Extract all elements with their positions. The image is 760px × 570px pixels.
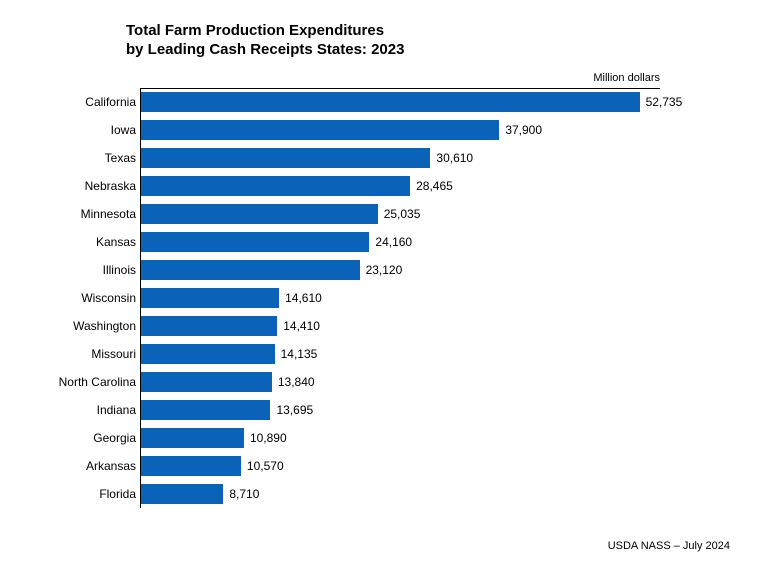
category-label: Arkansas: [0, 459, 140, 473]
bar: [141, 456, 241, 476]
bar-row: Indiana 13,695: [0, 396, 760, 424]
bar: [141, 372, 272, 392]
category-label: Nebraska: [0, 179, 140, 193]
bar: [141, 204, 378, 224]
value-label: 13,840: [278, 375, 315, 389]
category-label: Indiana: [0, 403, 140, 417]
category-label: California: [0, 95, 140, 109]
bar: [141, 176, 410, 196]
value-label: 10,890: [250, 431, 287, 445]
bar-row: Arkansas 10,570: [0, 452, 760, 480]
bar: [141, 148, 430, 168]
bar: [141, 316, 277, 336]
bar-row: Minnesota 25,035: [0, 200, 760, 228]
bar-row: Illinois 23,120: [0, 256, 760, 284]
chart-title-line2: by Leading Cash Receipts States: 2023: [126, 41, 404, 58]
value-label: 24,160: [375, 235, 412, 249]
bar: [141, 92, 640, 112]
bar: [141, 120, 499, 140]
category-label: Kansas: [0, 235, 140, 249]
value-label: 8,710: [229, 487, 259, 501]
bar-row: Florida 8,710: [0, 480, 760, 508]
bar-row: Washington 14,410: [0, 312, 760, 340]
category-label: Missouri: [0, 347, 140, 361]
category-label: Minnesota: [0, 207, 140, 221]
bar: [141, 428, 244, 448]
bar: [141, 484, 223, 504]
footer-source: USDA NASS – July 2024: [608, 540, 730, 552]
category-label: North Carolina: [0, 375, 140, 389]
category-label: Georgia: [0, 431, 140, 445]
value-label: 23,120: [366, 263, 403, 277]
category-label: Iowa: [0, 123, 140, 137]
bar: [141, 232, 369, 252]
bar: [141, 344, 275, 364]
bar-row: Iowa 37,900: [0, 116, 760, 144]
value-label: 10,570: [247, 459, 284, 473]
category-label: Wisconsin: [0, 291, 140, 305]
bar: [141, 288, 279, 308]
bar-row: Missouri 14,135: [0, 340, 760, 368]
bar-row: Texas 30,610: [0, 144, 760, 172]
value-label: 25,035: [384, 207, 421, 221]
bar-row: Georgia 10,890: [0, 424, 760, 452]
bar-row: North Carolina 13,840: [0, 368, 760, 396]
value-label: 28,465: [416, 179, 453, 193]
value-label: 14,135: [281, 347, 318, 361]
bar-row: Kansas 24,160: [0, 228, 760, 256]
chart-title: Total Farm Production Expenditures by Le…: [126, 22, 404, 60]
value-label: 30,610: [436, 151, 473, 165]
value-label: 13,695: [276, 403, 313, 417]
value-label: 37,900: [505, 123, 542, 137]
category-label: Washington: [0, 319, 140, 333]
bar: [141, 400, 270, 420]
bar: [141, 260, 360, 280]
bar-row: California 52,735: [0, 88, 760, 116]
category-label: Illinois: [0, 263, 140, 277]
category-label: Texas: [0, 151, 140, 165]
bar-row: Wisconsin 14,610: [0, 284, 760, 312]
value-label: 14,410: [283, 319, 320, 333]
chart-title-line1: Total Farm Production Expenditures: [126, 22, 384, 39]
category-label: Florida: [0, 487, 140, 501]
units-label: Million dollars: [580, 72, 660, 84]
bar-row: Nebraska 28,465: [0, 172, 760, 200]
value-label: 52,735: [646, 95, 683, 109]
value-label: 14,610: [285, 291, 322, 305]
